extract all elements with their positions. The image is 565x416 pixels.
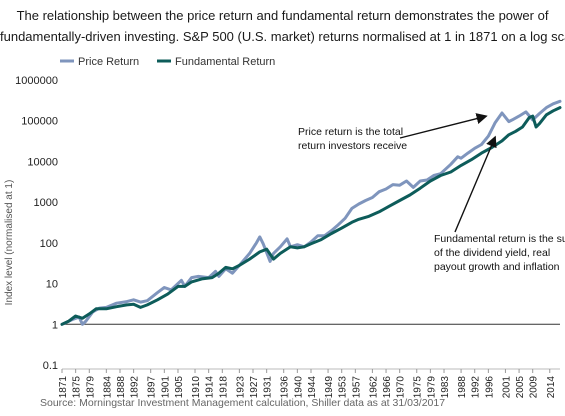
price-return-line xyxy=(60,99,562,326)
x-tick-label: 1871 xyxy=(58,376,69,399)
x-tick-label: 2001 xyxy=(501,376,512,399)
y-tick-label: 1000 xyxy=(34,197,58,209)
x-tick-label: 1875 xyxy=(72,376,83,399)
y-tick-label: 0.1 xyxy=(43,360,58,372)
y-tick-label: 100 xyxy=(40,238,58,250)
annotation-price-text: Price return is the total xyxy=(298,126,403,138)
x-tick-label: 1931 xyxy=(263,376,274,399)
chart-title-line-1: The relationship between the price retur… xyxy=(16,8,549,23)
x-tick-label: 1944 xyxy=(307,376,318,399)
x-tick-label: 1923 xyxy=(235,376,246,399)
y-tick-label: 1 xyxy=(52,319,58,331)
annotation-price-text: return investors receive xyxy=(298,140,407,152)
x-tick-label: 2009 xyxy=(529,376,540,399)
x-tick-label: 1996 xyxy=(484,376,495,399)
x-tick-label: 1983 xyxy=(440,376,451,399)
x-tick-label: 1957 xyxy=(351,376,362,399)
y-tick-label: 10 xyxy=(46,279,58,291)
x-tick-label: 1953 xyxy=(338,376,349,399)
fundamental-return-line xyxy=(60,106,562,326)
x-tick-label: 1879 xyxy=(85,376,96,399)
source-note: Source: Morningstar Investment Managemen… xyxy=(40,397,446,409)
annotation-fundamental-text: Fundamental return is the sum xyxy=(434,233,565,245)
legend-label-fundamental: Fundamental Return xyxy=(175,56,275,68)
annotation-fundamental-text: payout growth and inflation xyxy=(434,261,560,273)
x-tick-label: 1949 xyxy=(324,376,335,399)
x-tick-label: 2005 xyxy=(515,376,526,399)
y-axis-label: Index level (normalised at 1) xyxy=(4,180,15,306)
y-tick-label: 1000000 xyxy=(15,75,58,87)
x-tick-label: 1910 xyxy=(191,376,202,399)
x-tick-label: 1966 xyxy=(382,376,393,399)
x-tick-label: 1979 xyxy=(426,376,437,399)
y-tick-label: 100000 xyxy=(21,116,58,128)
x-tick-label: 1914 xyxy=(205,376,216,399)
x-tick-label: 1936 xyxy=(280,376,291,399)
x-tick-label: 1884 xyxy=(102,376,113,399)
x-tick-label: 1888 xyxy=(116,376,127,399)
annotation-fundamental-arrow xyxy=(454,135,497,233)
x-tick-label: 1897 xyxy=(147,376,158,399)
x-tick-label: 1975 xyxy=(413,376,424,399)
legend-label-price: Price Return xyxy=(78,56,139,68)
x-tick-label: 1970 xyxy=(396,376,407,399)
x-tick-label: 1927 xyxy=(249,376,260,399)
x-tick-label: 1988 xyxy=(457,376,468,399)
x-tick-label: 1905 xyxy=(174,376,185,399)
y-tick-label: 10000 xyxy=(27,156,58,168)
x-tick-label: 1892 xyxy=(130,376,141,399)
annotation-price-arrow xyxy=(399,113,488,139)
x-tick-label: 1940 xyxy=(293,376,304,399)
chart-title-line-2: fundamentally-driven investing. S&P 500 … xyxy=(0,29,565,44)
x-tick-label: 2014 xyxy=(546,376,557,399)
annotation-fundamental-text: of the dividend yield, real xyxy=(434,247,550,259)
x-tick-label: 1918 xyxy=(218,376,229,399)
x-tick-label: 1901 xyxy=(160,376,171,399)
x-tick-label: 1962 xyxy=(368,376,379,399)
x-tick-label: 1992 xyxy=(471,376,482,399)
